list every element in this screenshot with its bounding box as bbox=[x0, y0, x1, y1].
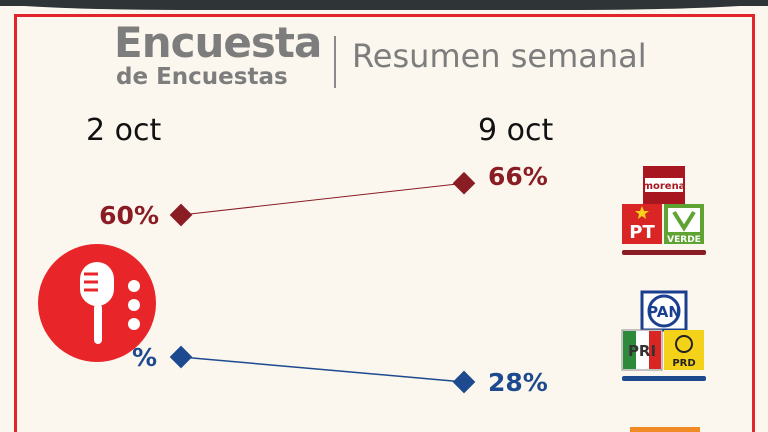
data-point bbox=[169, 345, 193, 369]
pt-logo-text: PT bbox=[629, 222, 655, 243]
data-point bbox=[452, 370, 476, 394]
microphone-icon bbox=[80, 262, 114, 344]
pri-logo: PRI bbox=[621, 329, 663, 371]
pri-logo-text: PRI bbox=[628, 342, 656, 360]
verde-logo: VERDE bbox=[664, 204, 704, 245]
title-sub: de Encuestas bbox=[116, 64, 288, 90]
pt-logo: PT bbox=[622, 204, 662, 244]
coalition2-underline bbox=[622, 376, 706, 381]
x-tick-label-1: 2 oct bbox=[86, 113, 162, 148]
dot-icon bbox=[128, 299, 140, 311]
coalition2-logos: PAN PRI PRD bbox=[621, 290, 706, 381]
series-line-2 bbox=[180, 356, 465, 383]
data-point bbox=[169, 203, 193, 227]
red-frame bbox=[14, 14, 755, 432]
prd-logo: PRD bbox=[664, 330, 704, 370]
title-main: Encuesta bbox=[114, 18, 322, 67]
morena-logo-text: morena bbox=[643, 181, 686, 192]
data-label-fragment: % bbox=[132, 343, 157, 372]
verde-logo-text: VERDE bbox=[667, 235, 701, 245]
x-tick-label-2: 9 oct bbox=[478, 113, 554, 148]
morena-logo: morena bbox=[643, 166, 686, 204]
title-right: Resumen semanal bbox=[352, 37, 647, 75]
data-label: 60% bbox=[99, 201, 159, 230]
coalition1-underline bbox=[622, 250, 706, 255]
pan-logo-text: PAN bbox=[647, 303, 681, 321]
orange-tab bbox=[630, 427, 700, 432]
dot-icon bbox=[128, 280, 140, 292]
top-curve bbox=[0, 0, 768, 10]
title-divider bbox=[334, 36, 336, 88]
pan-logo: PAN bbox=[640, 290, 688, 332]
data-label: 66% bbox=[488, 162, 548, 191]
series-line-1 bbox=[180, 182, 465, 216]
podcast-microphone-icon[interactable] bbox=[38, 244, 156, 362]
dot-icon bbox=[128, 318, 140, 330]
coalition1-logos: morena PT VERDE bbox=[622, 166, 706, 255]
prd-logo-text: PRD bbox=[672, 358, 695, 369]
data-label: 28% bbox=[488, 368, 548, 397]
data-point bbox=[452, 171, 476, 195]
